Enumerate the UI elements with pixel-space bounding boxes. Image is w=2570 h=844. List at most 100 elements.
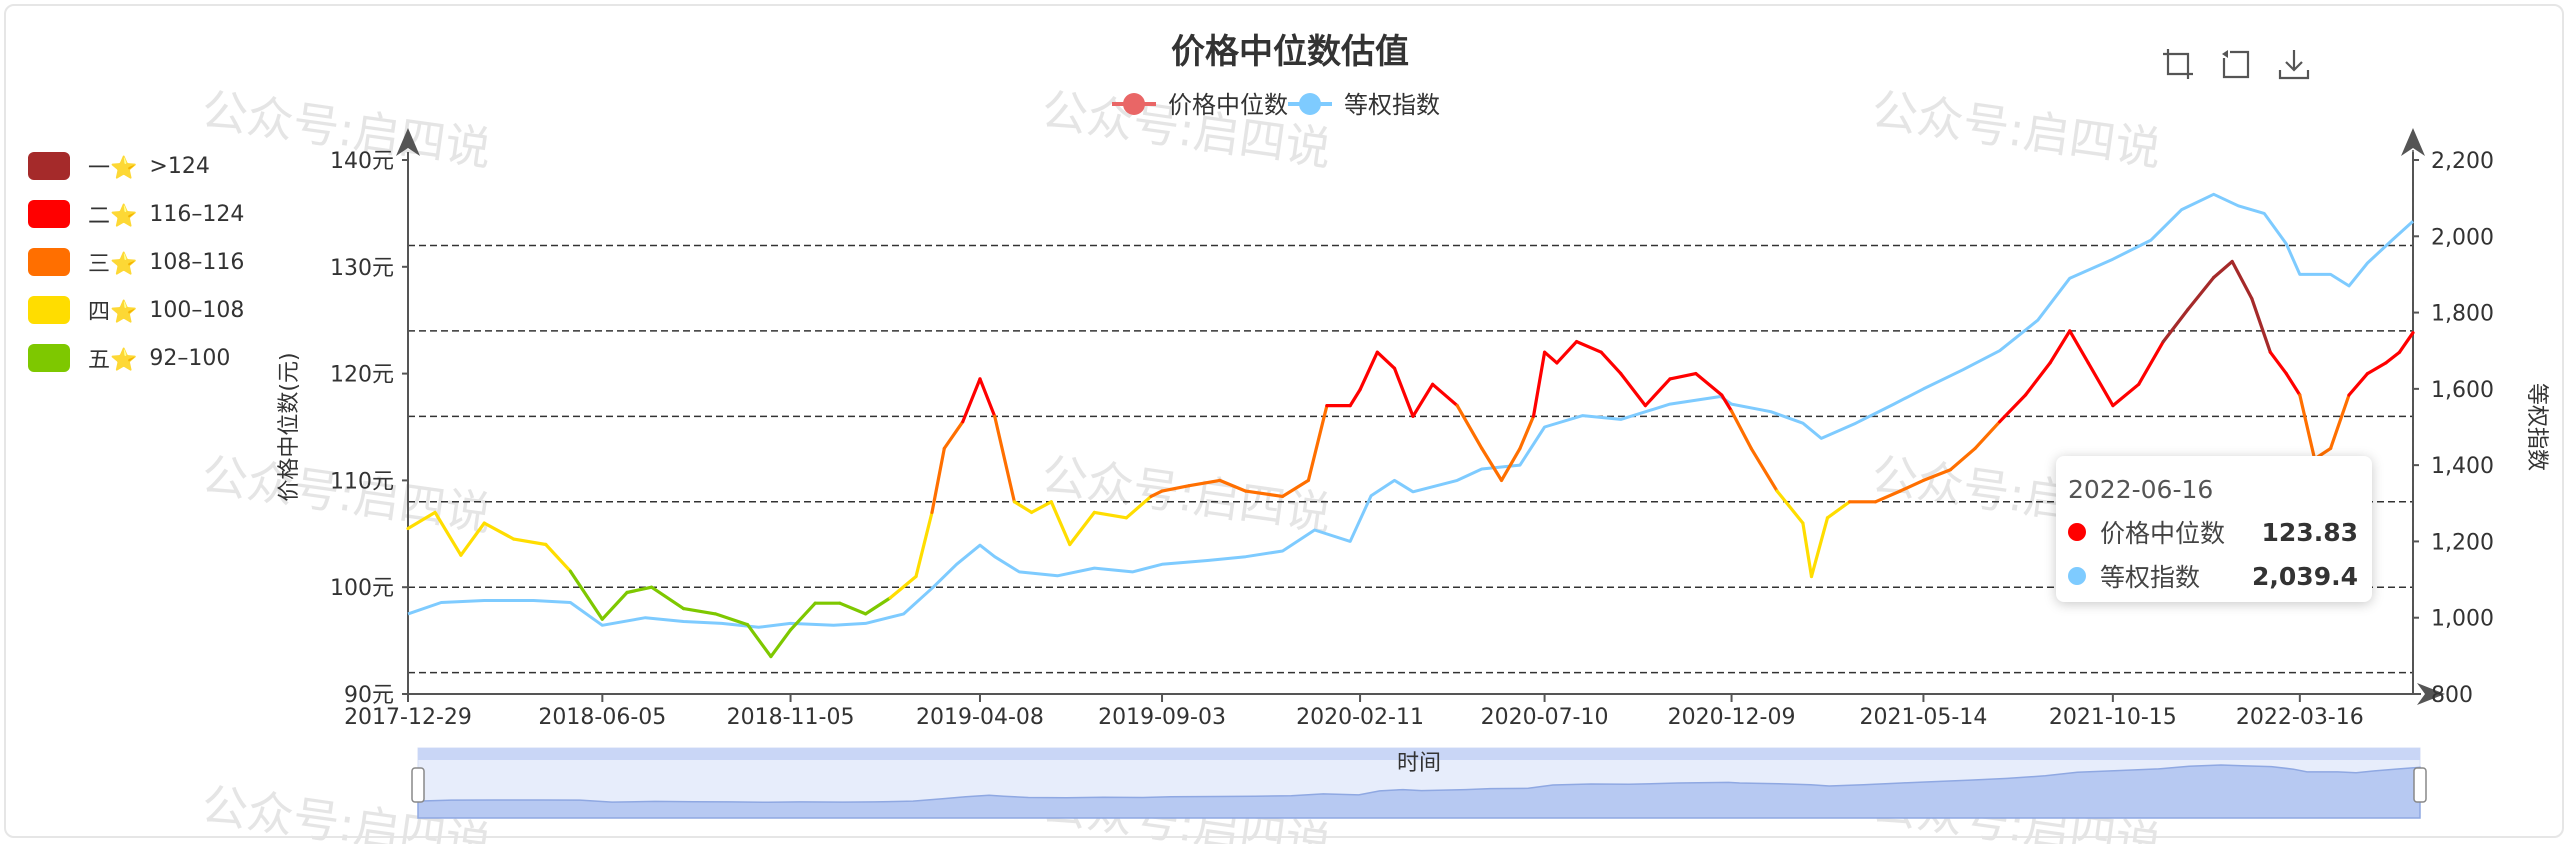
series-line-median-segment[interactable] — [1244, 489, 1285, 498]
slider-handle-right[interactable] — [2413, 767, 2427, 803]
series-line-median-segment[interactable] — [961, 377, 982, 424]
series-line-median-segment[interactable] — [625, 585, 654, 595]
series-line-median-segment[interactable] — [406, 510, 437, 531]
series-line-median-segment[interactable] — [2397, 331, 2415, 354]
visual-map-item[interactable]: 三⭐ 108–116 — [28, 238, 244, 286]
series-line-median-segment[interactable] — [2212, 259, 2234, 280]
series-line-median-segment[interactable] — [1809, 516, 1830, 579]
series-line-median-segment[interactable] — [2365, 361, 2388, 376]
series-line-median-segment[interactable] — [914, 510, 934, 579]
series-line-median-segment[interactable] — [2284, 372, 2302, 397]
series-line-median-segment[interactable] — [1187, 478, 1222, 488]
visual-map-item[interactable]: 二⭐ 116–124 — [28, 190, 244, 238]
series-line-median-segment[interactable] — [1218, 478, 1248, 493]
series-line-median-segment[interactable] — [2329, 393, 2351, 450]
series-line-median-segment[interactable] — [1599, 350, 1623, 376]
series-line-median-segment[interactable] — [2023, 361, 2052, 397]
series-line-median-segment[interactable] — [1694, 372, 1724, 397]
series-line-median-segment[interactable] — [1643, 377, 1672, 408]
chart-legend[interactable]: 价格中位数 等权指数 — [1112, 91, 1440, 119]
series-line-median-segment[interactable] — [745, 622, 773, 659]
zoom-select-icon[interactable] — [2160, 46, 2196, 82]
series-line-median-segment[interactable] — [2250, 297, 2272, 354]
series-line-median-segment[interactable] — [1411, 382, 1435, 418]
series-line-median-segment[interactable] — [1375, 350, 1397, 370]
series-line-median-segment[interactable] — [1898, 478, 1926, 493]
series-line-median-segment[interactable] — [1029, 500, 1053, 515]
series-line-median-segment[interactable] — [1619, 372, 1648, 408]
series-line-median-segment[interactable] — [2048, 329, 2072, 365]
series-line-median-segment[interactable] — [769, 628, 793, 659]
series-line-median-segment[interactable] — [1825, 500, 1852, 520]
series-line-median-segment[interactable] — [942, 420, 965, 450]
series-line-median-segment[interactable] — [2111, 382, 2141, 408]
series-line-median-segment[interactable] — [1068, 510, 1097, 547]
series-line-median-segment[interactable] — [978, 377, 997, 418]
series-line-median-segment[interactable] — [1430, 382, 1459, 408]
series-line-median-segment[interactable] — [482, 521, 516, 541]
series-line-median-segment[interactable] — [1124, 494, 1153, 520]
visual-map-legend[interactable]: 一⭐ >124 二⭐ 116–124 三⭐ 108–116 四⭐ 100–108 五⭐ 92–10… — [28, 142, 244, 382]
series-line-median-segment[interactable] — [713, 612, 750, 627]
visual-map-item[interactable]: 四⭐ 100–108 — [28, 286, 244, 334]
series-line-median-segment[interactable] — [1049, 500, 1072, 547]
series-line-median-segment[interactable] — [433, 510, 463, 557]
zoom-reset-icon[interactable] — [2218, 46, 2254, 82]
series-line-median-segment[interactable] — [1542, 350, 1559, 365]
series-line-median-segment[interactable] — [2086, 361, 2115, 408]
series-line-median-segment[interactable] — [568, 569, 604, 621]
series-line-median-segment[interactable] — [1518, 414, 1536, 450]
series-line-median-segment[interactable] — [649, 585, 686, 611]
series-line-median-segment[interactable] — [1921, 468, 1953, 482]
series-line-median-segment[interactable] — [512, 537, 548, 547]
series-line-median-segment[interactable] — [1729, 409, 1753, 450]
series-line-median-segment[interactable] — [1948, 446, 1977, 472]
series-line-median-segment[interactable] — [1801, 521, 1814, 579]
download-icon[interactable] — [2276, 46, 2312, 82]
series-line-median-segment[interactable] — [1455, 404, 1484, 450]
series-line-median-segment[interactable] — [1998, 393, 2028, 424]
series-line-median-segment[interactable] — [544, 542, 573, 573]
series-line-median-segment[interactable] — [1092, 510, 1129, 520]
series-line-median-segment[interactable] — [1873, 489, 1902, 504]
series-line-median-segment[interactable] — [1306, 404, 1329, 482]
slider-handle-left[interactable] — [411, 767, 425, 803]
series-line-median-segment[interactable] — [1499, 446, 1522, 482]
series-line-median-segment[interactable] — [1531, 350, 1547, 418]
series-line-median-segment[interactable] — [2186, 275, 2216, 312]
series-line-median-segment[interactable] — [788, 601, 817, 632]
series-line-median-segment[interactable] — [459, 521, 486, 557]
visual-map-item[interactable]: 一⭐ >124 — [28, 142, 244, 190]
series-line-median-segment[interactable] — [1720, 393, 1734, 413]
series-line-median-segment[interactable] — [930, 446, 946, 515]
series-line-median-segment[interactable] — [1149, 489, 1164, 498]
legend-item[interactable]: 价格中位数 — [1112, 91, 1288, 119]
series-line-median-segment[interactable] — [2230, 259, 2254, 301]
series-line-median-segment[interactable] — [1973, 420, 2002, 450]
legend-item[interactable]: 等权指数 — [1288, 91, 1440, 119]
series-line-median-segment[interactable] — [888, 574, 918, 600]
series-line-median-segment[interactable] — [1012, 500, 1034, 515]
series-line-median-segment[interactable] — [1668, 372, 1698, 381]
series-line-median-segment[interactable] — [2347, 372, 2370, 397]
visual-map-item[interactable]: 五⭐ 92–100 — [28, 334, 244, 382]
series-line-median-segment[interactable] — [681, 606, 718, 616]
series-line-median-segment[interactable] — [2384, 350, 2402, 365]
series-line-median-segment[interactable] — [1775, 489, 1805, 525]
series-line-median-segment[interactable] — [1160, 484, 1191, 493]
series-line-median-segment[interactable] — [1480, 446, 1504, 482]
series-line-median-segment[interactable] — [863, 596, 892, 616]
series-line-median-segment[interactable] — [1574, 340, 1603, 354]
series-line-median-segment[interactable] — [1358, 350, 1379, 392]
series-line-median-segment[interactable] — [1749, 446, 1779, 493]
series-line-median-segment[interactable] — [2298, 393, 2317, 461]
series-lines[interactable] — [406, 192, 2415, 659]
series-line-median-segment[interactable] — [838, 601, 868, 616]
series-line-index[interactable] — [407, 192, 2415, 629]
series-line-median-segment[interactable] — [993, 414, 1017, 504]
series-line-median-segment[interactable] — [1280, 478, 1311, 498]
series-line-median-segment[interactable] — [1392, 366, 1415, 418]
series-line-median-segment[interactable] — [2268, 350, 2288, 376]
data-zoom-slider[interactable]: 时间 — [411, 747, 2427, 819]
series-line-median-segment[interactable] — [2068, 329, 2090, 365]
